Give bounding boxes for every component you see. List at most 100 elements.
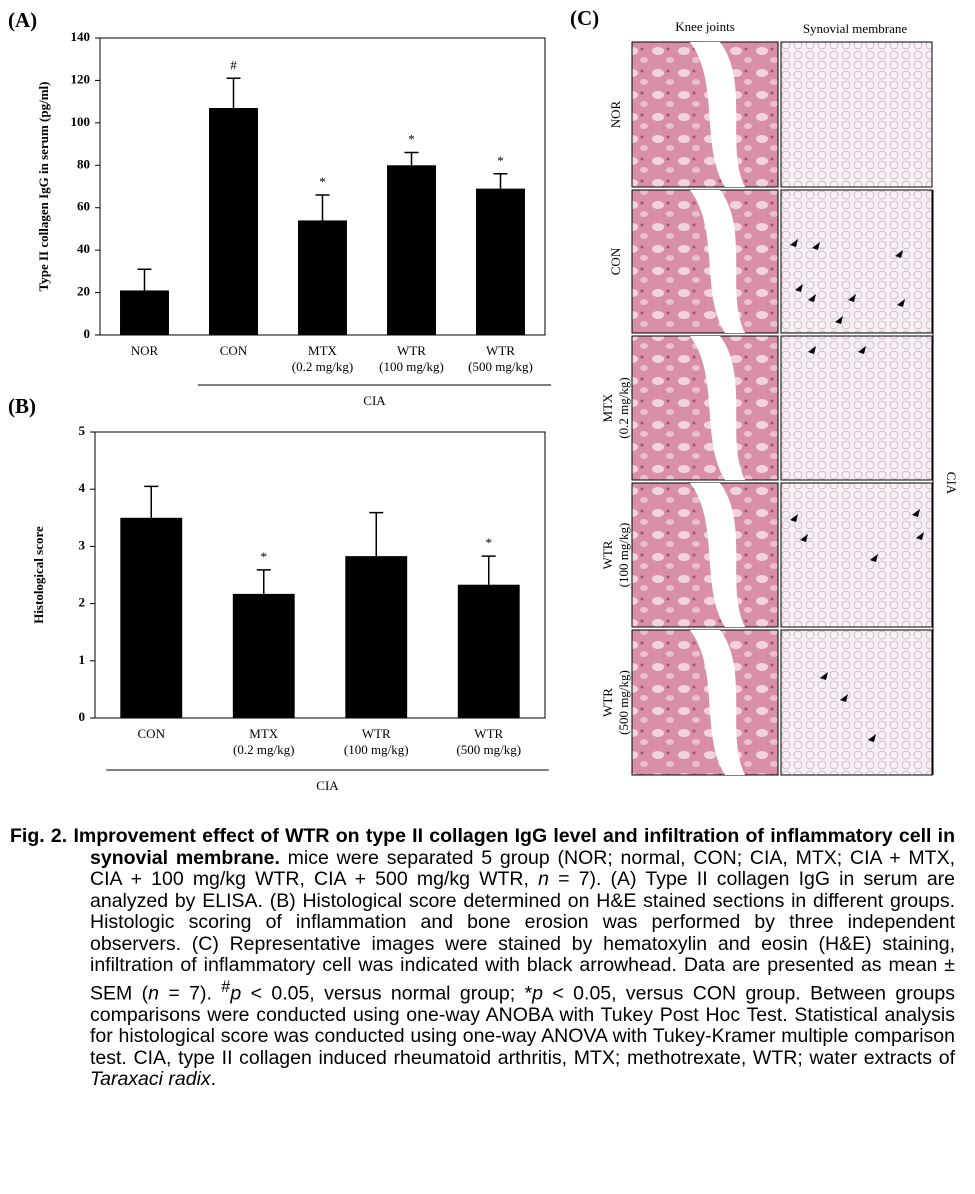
- arrowhead: [820, 672, 828, 680]
- x-tick-label: WTR: [486, 343, 515, 358]
- x-tick-label: (100 mg/kg): [379, 359, 444, 374]
- row-label: MTX: [600, 393, 615, 423]
- y-tick-label: 80: [77, 156, 90, 171]
- y-tick-label: 0: [84, 326, 91, 341]
- column-header: Synovial membrane: [803, 21, 908, 36]
- significance-marker: *: [261, 549, 268, 564]
- caption-text: Taraxaci radix: [90, 1068, 211, 1090]
- error-bar: [369, 511, 384, 557]
- caption-text: = 7). (A) Type II collagen IgG in serum …: [90, 868, 956, 1004]
- x-tick-label: CON: [138, 726, 166, 741]
- caption-text: p: [230, 982, 242, 1004]
- arrowhead: [790, 514, 798, 522]
- arrowhead: [870, 554, 878, 562]
- row-label: NOR: [608, 100, 623, 128]
- joint-space: [690, 190, 745, 333]
- arrowhead: [808, 346, 816, 354]
- y-tick-label: 140: [71, 29, 91, 44]
- group-label: CIA: [363, 393, 386, 408]
- y-axis-label: Type II collagen IgG in serum (pg/ml): [36, 82, 51, 292]
- caption-text: < 0.05, versus normal group; *: [241, 982, 533, 1004]
- arrowhead: [858, 346, 866, 354]
- arrowhead: [897, 299, 905, 307]
- error-bar: [144, 485, 159, 518]
- significance-marker: *: [486, 535, 493, 550]
- x-tick-label: WTR: [397, 343, 426, 358]
- significance-marker: *: [408, 132, 415, 147]
- caption: Fig. 2. Improvement effect of WTR on typ…: [10, 825, 956, 1091]
- x-tick-label: WTR: [474, 726, 503, 741]
- bar: [120, 517, 183, 718]
- arrowhead: [912, 509, 920, 517]
- row-label: WTR: [600, 540, 615, 569]
- arrowhead: [800, 534, 808, 542]
- plot-frame: [94, 431, 546, 719]
- row-label: WTR: [600, 688, 615, 717]
- y-tick-label: 0: [79, 709, 86, 724]
- y-tick-label: 20: [77, 284, 90, 299]
- arrowhead: [808, 294, 816, 302]
- bar: [457, 584, 520, 718]
- y-tick-label: 120: [71, 71, 91, 86]
- caption-text: p: [532, 982, 544, 1004]
- y-tick-label: 60: [77, 199, 90, 214]
- histology-image: [780, 482, 933, 628]
- row-label: (500 mg/kg): [616, 670, 631, 735]
- y-tick-label: 40: [77, 241, 90, 256]
- panel-label: (B): [8, 394, 36, 418]
- y-axis-label: Histological score: [31, 526, 46, 624]
- bar: [298, 220, 347, 335]
- error-bar: [315, 194, 330, 221]
- error-bar: [137, 268, 152, 291]
- x-tick-label: (500 mg/kg): [468, 359, 533, 374]
- bar: [120, 290, 169, 335]
- arrowhead: [848, 294, 856, 302]
- y-tick-label: 2: [79, 595, 86, 610]
- x-tick-label: (100 mg/kg): [344, 742, 409, 757]
- row-label: (0.2 mg/kg): [616, 377, 631, 438]
- arrowhead: [895, 250, 903, 258]
- joint-space: [690, 336, 745, 480]
- x-tick-label: WTR: [362, 726, 391, 741]
- x-tick-label: CON: [220, 343, 248, 358]
- caption-title: Improvement effect of WTR on type II col…: [73, 825, 956, 869]
- y-tick-label: 100: [71, 114, 91, 129]
- joint-space: [690, 42, 745, 187]
- x-tick-label: (0.2 mg/kg): [233, 742, 294, 757]
- row-label: CON: [608, 247, 623, 275]
- figure: (A) (B) (C) Knee joints Synovial membran…: [8, 6, 959, 793]
- caption-text: n: [538, 868, 549, 890]
- y-tick-label: 4: [79, 480, 86, 495]
- significance-marker: #: [230, 57, 237, 72]
- error-bar: [226, 77, 241, 109]
- column-header: Knee joints: [675, 19, 735, 34]
- bar: [387, 165, 436, 335]
- histology-image: [780, 41, 933, 188]
- y-tick-label: 5: [79, 423, 86, 438]
- panel-label: (A): [8, 8, 37, 32]
- joint-space: [690, 483, 745, 627]
- histology-image: [780, 335, 933, 481]
- arrowhead: [835, 316, 843, 324]
- joint-space: [690, 630, 745, 775]
- caption-label: Fig. 2.: [10, 825, 68, 847]
- caption-text: < 0.05, versus CON group. Between groups…: [90, 982, 956, 1069]
- histology-image: [780, 629, 933, 776]
- group-label: CIA: [944, 472, 959, 495]
- caption-text: #: [221, 977, 231, 996]
- arrowhead: [790, 239, 798, 247]
- x-tick-label: MTX: [308, 343, 338, 358]
- panel-label: (C): [570, 6, 599, 30]
- x-tick-label: (0.2 mg/kg): [292, 359, 353, 374]
- group-label: CIA: [316, 778, 339, 793]
- arrowhead: [840, 694, 848, 702]
- x-tick-label: (500 mg/kg): [456, 742, 521, 757]
- caption-text: .: [210, 1068, 217, 1090]
- histology-image: [780, 189, 933, 334]
- significance-marker: *: [497, 153, 504, 168]
- bar: [476, 188, 525, 335]
- arrowhead: [868, 734, 876, 742]
- error-bar: [481, 555, 496, 585]
- significance-marker: *: [319, 174, 326, 189]
- arrowhead: [812, 242, 820, 250]
